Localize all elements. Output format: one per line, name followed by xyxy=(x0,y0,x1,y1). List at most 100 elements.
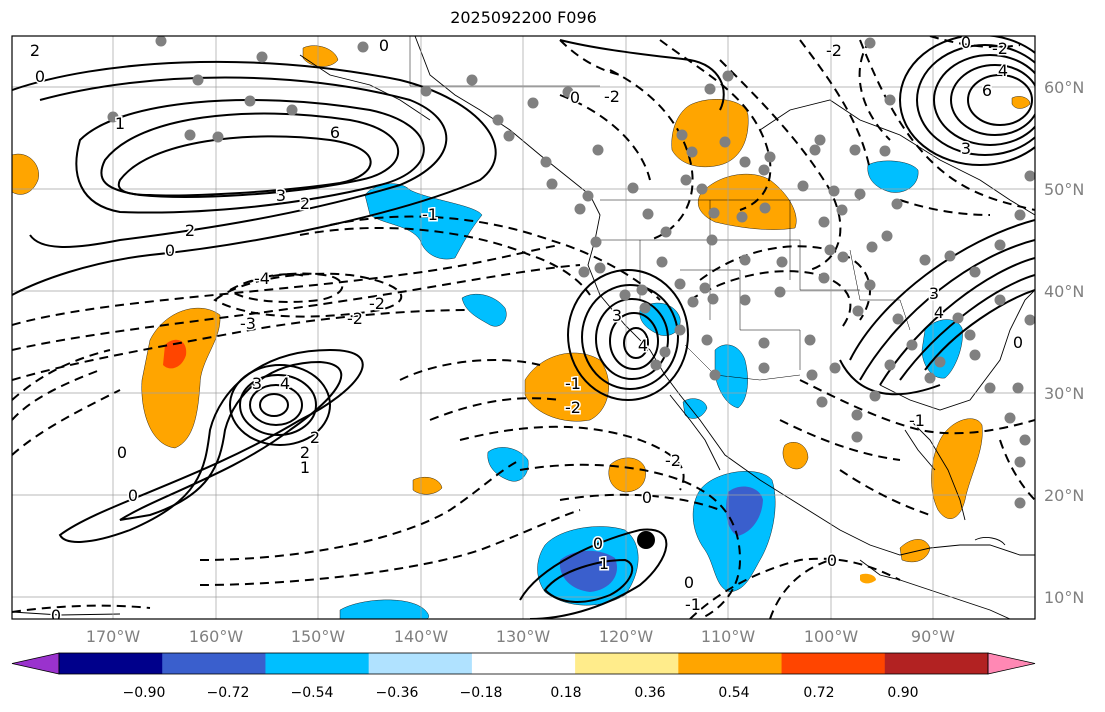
colorbar-tick-label: 0.36 xyxy=(634,685,665,701)
map-frame xyxy=(11,35,1036,620)
contour-label: -1 xyxy=(909,411,925,430)
colorbar-segment xyxy=(368,653,473,674)
contour-label: 1 xyxy=(300,458,310,477)
colorbar-segment xyxy=(678,653,783,674)
contour-label: 4 xyxy=(638,336,648,355)
contour-label: 0 xyxy=(827,551,837,570)
contour-label: -2 xyxy=(369,294,385,313)
negative-anomaly-region xyxy=(867,160,919,193)
colorbar xyxy=(11,652,1036,675)
contour-label: 4 xyxy=(998,61,1008,80)
lon-label: 110°W xyxy=(701,627,756,646)
contour-label: 4 xyxy=(280,374,290,393)
contour-label: -1 xyxy=(422,205,438,224)
positive-anomaly-region xyxy=(524,352,609,422)
solid-contours xyxy=(12,36,1035,619)
contour-label: -2 xyxy=(992,39,1008,58)
lon-label: 130°W xyxy=(496,627,551,646)
contour-label: -2 xyxy=(347,309,363,328)
contour-label: 2 xyxy=(30,41,40,60)
contour-label: 0 xyxy=(684,573,694,592)
strong-negative-anomaly-region xyxy=(726,486,763,536)
contour-label: 2 xyxy=(300,443,310,462)
positive-anomaly-region xyxy=(697,173,797,230)
contour-label: -1 xyxy=(565,374,581,393)
anomaly-shading xyxy=(12,45,1031,619)
lon-label: 90°W xyxy=(911,627,955,646)
colorbar-tick-label: −0.54 xyxy=(291,685,334,701)
negative-anomaly-region xyxy=(714,344,748,409)
negative-anomaly-region xyxy=(682,398,708,419)
colorbar-segment xyxy=(884,653,989,674)
map-title: 2025092200 F096 xyxy=(450,8,597,27)
colorbar-tick-label: −0.18 xyxy=(460,685,503,701)
contour-label: 3 xyxy=(276,186,286,205)
colorbar-segment xyxy=(575,653,679,674)
lon-label: 150°W xyxy=(291,627,346,646)
colorbar-tick-label: −0.72 xyxy=(207,685,250,701)
contour-label: -2 xyxy=(826,41,842,60)
contour-label: 0 xyxy=(642,488,652,507)
contour-label: 2 xyxy=(310,428,320,447)
colorbar-segment xyxy=(265,653,370,674)
contour-label: 0 xyxy=(35,67,45,86)
contour-label: -2 xyxy=(604,87,620,106)
contour-label: -2 xyxy=(665,451,681,470)
contour-label: 3 xyxy=(612,306,622,325)
lat-label: 50°N xyxy=(1044,180,1084,199)
contour-label: -4 xyxy=(254,269,270,288)
contour-label: 2 xyxy=(300,194,310,213)
storm-center-marker xyxy=(637,531,655,549)
contour-label: 0 xyxy=(961,33,971,52)
lat-label: 20°N xyxy=(1044,486,1084,505)
contour-label: 0 xyxy=(51,606,61,625)
contour-label: 0 xyxy=(379,36,389,55)
contour-label: 0 xyxy=(1013,333,1023,352)
negative-anomaly-region xyxy=(461,294,507,327)
contour-label: -3 xyxy=(240,314,256,333)
colorbar-segment xyxy=(471,653,576,674)
contour-label: 0 xyxy=(593,534,603,553)
contour-label: 0 xyxy=(117,443,127,462)
positive-anomaly-region xyxy=(412,477,443,495)
colorbar-tick-label: 0.18 xyxy=(550,685,581,701)
contour-label: 3 xyxy=(929,284,939,303)
dashed-contours xyxy=(12,36,1035,619)
colorbar-segment xyxy=(781,653,886,674)
longitude-labels: 170°W 160°W 150°W 140°W 130°W 120°W 110°… xyxy=(86,627,955,646)
colorbar-tick-label: −0.90 xyxy=(123,685,166,701)
lat-label: 40°N xyxy=(1044,282,1084,301)
positive-anomaly-region xyxy=(608,457,646,493)
contour-label: 1 xyxy=(115,114,125,133)
colorbar-tick-label: 0.72 xyxy=(803,685,834,701)
positive-anomaly-region xyxy=(302,45,339,67)
contour-label: 0 xyxy=(128,486,138,505)
lon-label: 120°W xyxy=(599,627,654,646)
colorbar-segment xyxy=(162,653,266,674)
contour-label: -1 xyxy=(685,595,701,614)
positive-anomaly-region xyxy=(141,307,221,449)
lat-label: 30°N xyxy=(1044,384,1084,403)
positive-anomaly-region xyxy=(931,418,983,519)
colorbar-segment xyxy=(59,653,163,674)
contour-label: 6 xyxy=(330,123,340,142)
observation-points xyxy=(107,36,1035,509)
contour-label: 1 xyxy=(599,554,609,573)
contour-label: -2 xyxy=(565,398,581,417)
lat-label: 10°N xyxy=(1044,588,1084,607)
colorbar-tick-label: −0.36 xyxy=(376,685,419,701)
colorbar-tick-label: 0.90 xyxy=(887,685,918,701)
contour-label: 2 xyxy=(185,221,195,240)
positive-anomaly-region xyxy=(782,442,809,470)
strong-positive-anomaly-region xyxy=(163,339,187,369)
graticule xyxy=(12,36,1035,619)
positive-anomaly-region xyxy=(12,153,39,195)
lon-label: 100°W xyxy=(804,627,859,646)
colorbar-extend-max xyxy=(987,652,1036,675)
lon-label: 140°W xyxy=(394,627,449,646)
latitude-labels: 60°N 50°N 40°N 30°N 20°N 10°N xyxy=(1044,78,1084,607)
lon-label: 160°W xyxy=(189,627,244,646)
contour-label: 4 xyxy=(934,303,944,322)
